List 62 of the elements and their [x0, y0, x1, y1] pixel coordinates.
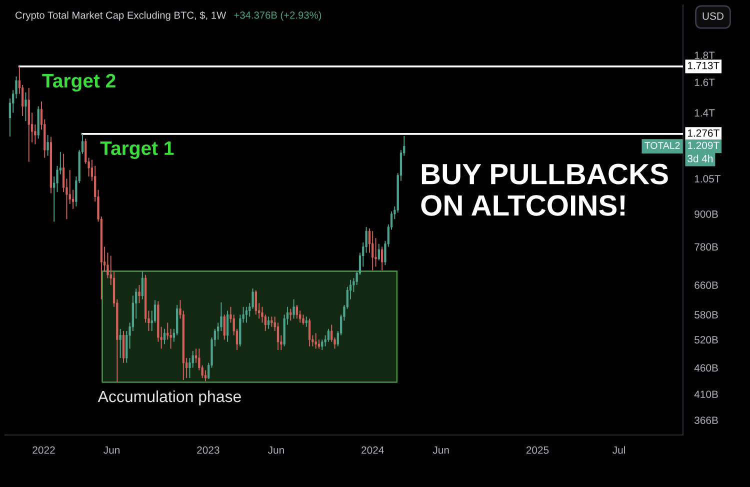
candlestick	[223, 314, 226, 340]
candlestick	[292, 298, 295, 320]
y-tick-label: 780B	[694, 243, 718, 251]
annotation: Accumulation phase	[98, 390, 241, 406]
x-tick-label: Jun	[268, 446, 284, 454]
text: 1.209T	[688, 142, 720, 150]
y-tick-label: 1.8T	[694, 52, 715, 59]
candlestick	[305, 316, 308, 328]
y-tick-label: 1.4T	[694, 109, 715, 116]
candlestick	[138, 284, 140, 304]
text: 3d 4h	[688, 154, 713, 162]
annotation: Target 2	[42, 74, 116, 92]
candlestick	[245, 306, 248, 324]
y-tick-label: 410B	[694, 390, 718, 398]
candlestick	[163, 328, 166, 345]
candlestick	[166, 322, 169, 340]
candlestick	[119, 328, 122, 358]
candlestick	[267, 316, 270, 330]
candlestick	[314, 332, 317, 350]
x-tick-label: Jul	[612, 446, 625, 454]
x-tick-label: Jun	[432, 446, 449, 454]
y-tick-label: 1.05T	[694, 175, 721, 182]
y-tick-label: 520B	[694, 336, 718, 344]
candlestick	[327, 328, 330, 342]
data-label: 1.713T	[688, 62, 720, 70]
y-tick-label: 580B	[694, 311, 718, 319]
y-tick-label: 460B	[694, 364, 718, 372]
candlestick	[46, 134, 49, 156]
y-tick-label: 900B	[694, 210, 718, 218]
candlestick	[296, 304, 298, 320]
candlestick	[308, 318, 311, 347]
candlestick	[122, 330, 125, 364]
text: +34.376B (+2.93%)	[234, 11, 322, 21]
candlestick	[24, 92, 27, 122]
candlestick	[302, 314, 304, 326]
data-label: 1.276T	[688, 129, 720, 137]
candlestick	[381, 246, 384, 271]
annotation: BUY PULLBACKS ON ALTCOINS!	[421, 164, 668, 216]
x-tick-label: Jun	[104, 446, 120, 454]
candlestick	[254, 290, 257, 316]
y-tick-label: 660B	[694, 282, 718, 289]
y-tick-label: 1.6T	[694, 78, 715, 86]
text: USD	[702, 12, 724, 20]
candlestick	[330, 324, 333, 342]
y-tick-label: 366B	[694, 416, 718, 424]
candlestick	[141, 270, 144, 300]
x-tick-label: 2025	[526, 446, 549, 454]
text: Crypto Total Market Cap Excluding BTC, $, 1W	[16, 11, 226, 21]
x-tick-label: 2022	[32, 446, 55, 454]
candlestick	[264, 314, 266, 332]
candlestick	[270, 316, 273, 328]
candlestick	[378, 243, 380, 261]
candlestick	[226, 310, 229, 342]
x-tick-label: 2024	[362, 446, 384, 454]
x-tick-label: 2023	[197, 446, 220, 454]
candlestick	[204, 370, 207, 382]
legend-label: TOTAL2	[644, 142, 680, 149]
candlestick	[321, 339, 324, 351]
candlestick	[372, 230, 374, 271]
candlestick	[290, 308, 292, 322]
annotation: Target 1	[100, 142, 174, 160]
candlestick	[126, 330, 128, 364]
